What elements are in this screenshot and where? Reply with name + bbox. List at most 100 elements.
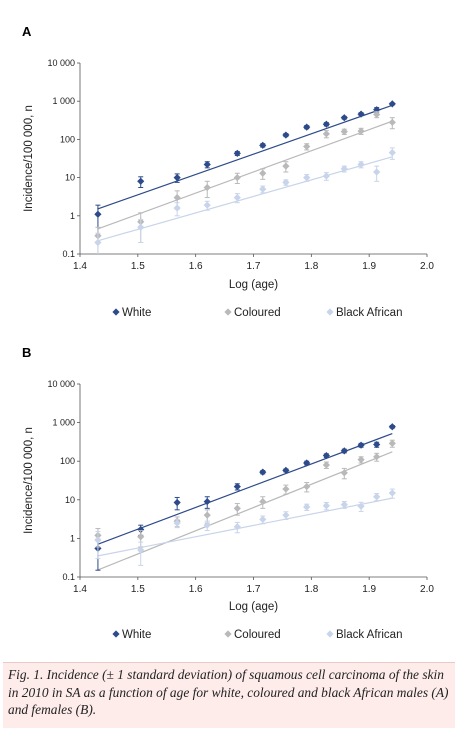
data-point [282, 466, 290, 474]
figure: A 0.1 1 10 100 1 000 10 000 1.4 1.5 1.6 1.7 1.8 1.9 2… [22, 24, 434, 641]
data-point [373, 110, 381, 119]
x-tick-label: 1.4 [73, 584, 87, 595]
data-point [233, 504, 241, 512]
data-point [388, 118, 396, 126]
y-axis-label: Incidence/100 000, n [23, 105, 35, 212]
caption-box: Fig. 1. Incidence (± 1 standard deviatio… [3, 662, 455, 728]
data-point [303, 174, 311, 182]
data-point [259, 497, 267, 506]
data-point [94, 238, 102, 247]
y-tick-label: 10 [65, 173, 75, 183]
data-point [322, 461, 330, 469]
x-tick-label: 2.0 [420, 261, 434, 272]
data-point [303, 503, 311, 511]
x-axis-label: Log (age) [229, 279, 278, 291]
data-point [357, 502, 365, 510]
legend-marker [224, 630, 232, 638]
data-point [282, 131, 290, 139]
data-point [357, 441, 365, 449]
panel-letter: B [22, 345, 31, 360]
data-point [259, 185, 267, 193]
data-point [233, 193, 241, 202]
data-point [340, 469, 348, 477]
x-tick-label: 1.6 [189, 261, 203, 272]
data-point [373, 453, 381, 461]
y-tick-label: 0.1 [62, 249, 75, 259]
data-point [357, 127, 365, 135]
data-point [173, 174, 181, 182]
data-point [282, 511, 290, 519]
data-point [388, 423, 396, 431]
data-point [322, 130, 330, 138]
x-tick-label: 1.9 [362, 261, 376, 272]
legend-label: Black African [336, 307, 402, 319]
data-point [173, 519, 181, 527]
data-point [388, 100, 396, 108]
legend-label: White [122, 307, 151, 319]
data-point [259, 468, 267, 476]
data-point [357, 456, 365, 464]
data-point [137, 177, 145, 185]
x-tick-label: 1.7 [247, 584, 261, 595]
trend-line [97, 104, 393, 210]
data-point [203, 521, 211, 529]
data-point [137, 533, 145, 541]
data-point [322, 172, 330, 180]
data-point [94, 536, 102, 544]
data-point [137, 223, 145, 231]
legend-label: Black African [336, 629, 402, 641]
data-point [357, 110, 365, 118]
data-point [233, 149, 241, 158]
y-tick-label: 100 [60, 456, 75, 466]
y-axis-label: Incidence/100 000, n [23, 427, 35, 534]
data-point [388, 489, 396, 497]
legend-label: Coloured [234, 629, 281, 641]
data-point [373, 168, 381, 176]
data-point [137, 546, 145, 554]
data-point [303, 123, 311, 131]
legend-marker [326, 630, 334, 638]
data-point [322, 502, 330, 510]
data-point [388, 149, 396, 157]
x-tick-label: 1.5 [131, 584, 145, 595]
data-point [233, 523, 241, 531]
y-tick-label: 10 [65, 495, 75, 505]
data-point [282, 162, 290, 170]
x-tick-label: 1.6 [189, 584, 203, 595]
trend-line [97, 120, 393, 230]
data-point [94, 210, 102, 218]
y-tick-label: 0.1 [62, 572, 75, 582]
data-point [388, 439, 396, 447]
legend-label: Coloured [234, 307, 281, 319]
data-point [203, 183, 211, 192]
data-point [233, 174, 241, 182]
data-point [373, 440, 381, 449]
y-tick-label: 1 000 [52, 418, 75, 428]
data-point [357, 160, 365, 169]
data-point [203, 160, 211, 169]
data-point [373, 493, 381, 501]
x-tick-label: 1.8 [304, 261, 318, 272]
data-point [203, 201, 211, 209]
x-tick-label: 1.5 [131, 261, 145, 272]
y-tick-label: 1 [70, 533, 75, 543]
data-point [259, 141, 267, 149]
y-tick-label: 100 [60, 134, 75, 144]
data-point [303, 142, 311, 151]
x-tick-label: 1.7 [247, 261, 261, 272]
data-point [137, 525, 145, 534]
data-point [282, 485, 290, 493]
data-point [303, 482, 311, 491]
data-point [340, 447, 348, 455]
data-point [173, 204, 181, 212]
x-tick-label: 1.4 [73, 261, 87, 272]
panel-letter: A [22, 24, 32, 39]
y-tick-label: 1 [70, 211, 75, 221]
x-tick-label: 1.8 [304, 584, 318, 595]
figure-caption: Fig. 1. Incidence (± 1 standard deviatio… [8, 667, 449, 717]
data-point [340, 128, 348, 136]
y-tick-label: 10 000 [47, 379, 75, 389]
data-point [322, 451, 330, 460]
y-tick-label: 1 000 [52, 96, 75, 106]
trend-line [97, 497, 393, 557]
